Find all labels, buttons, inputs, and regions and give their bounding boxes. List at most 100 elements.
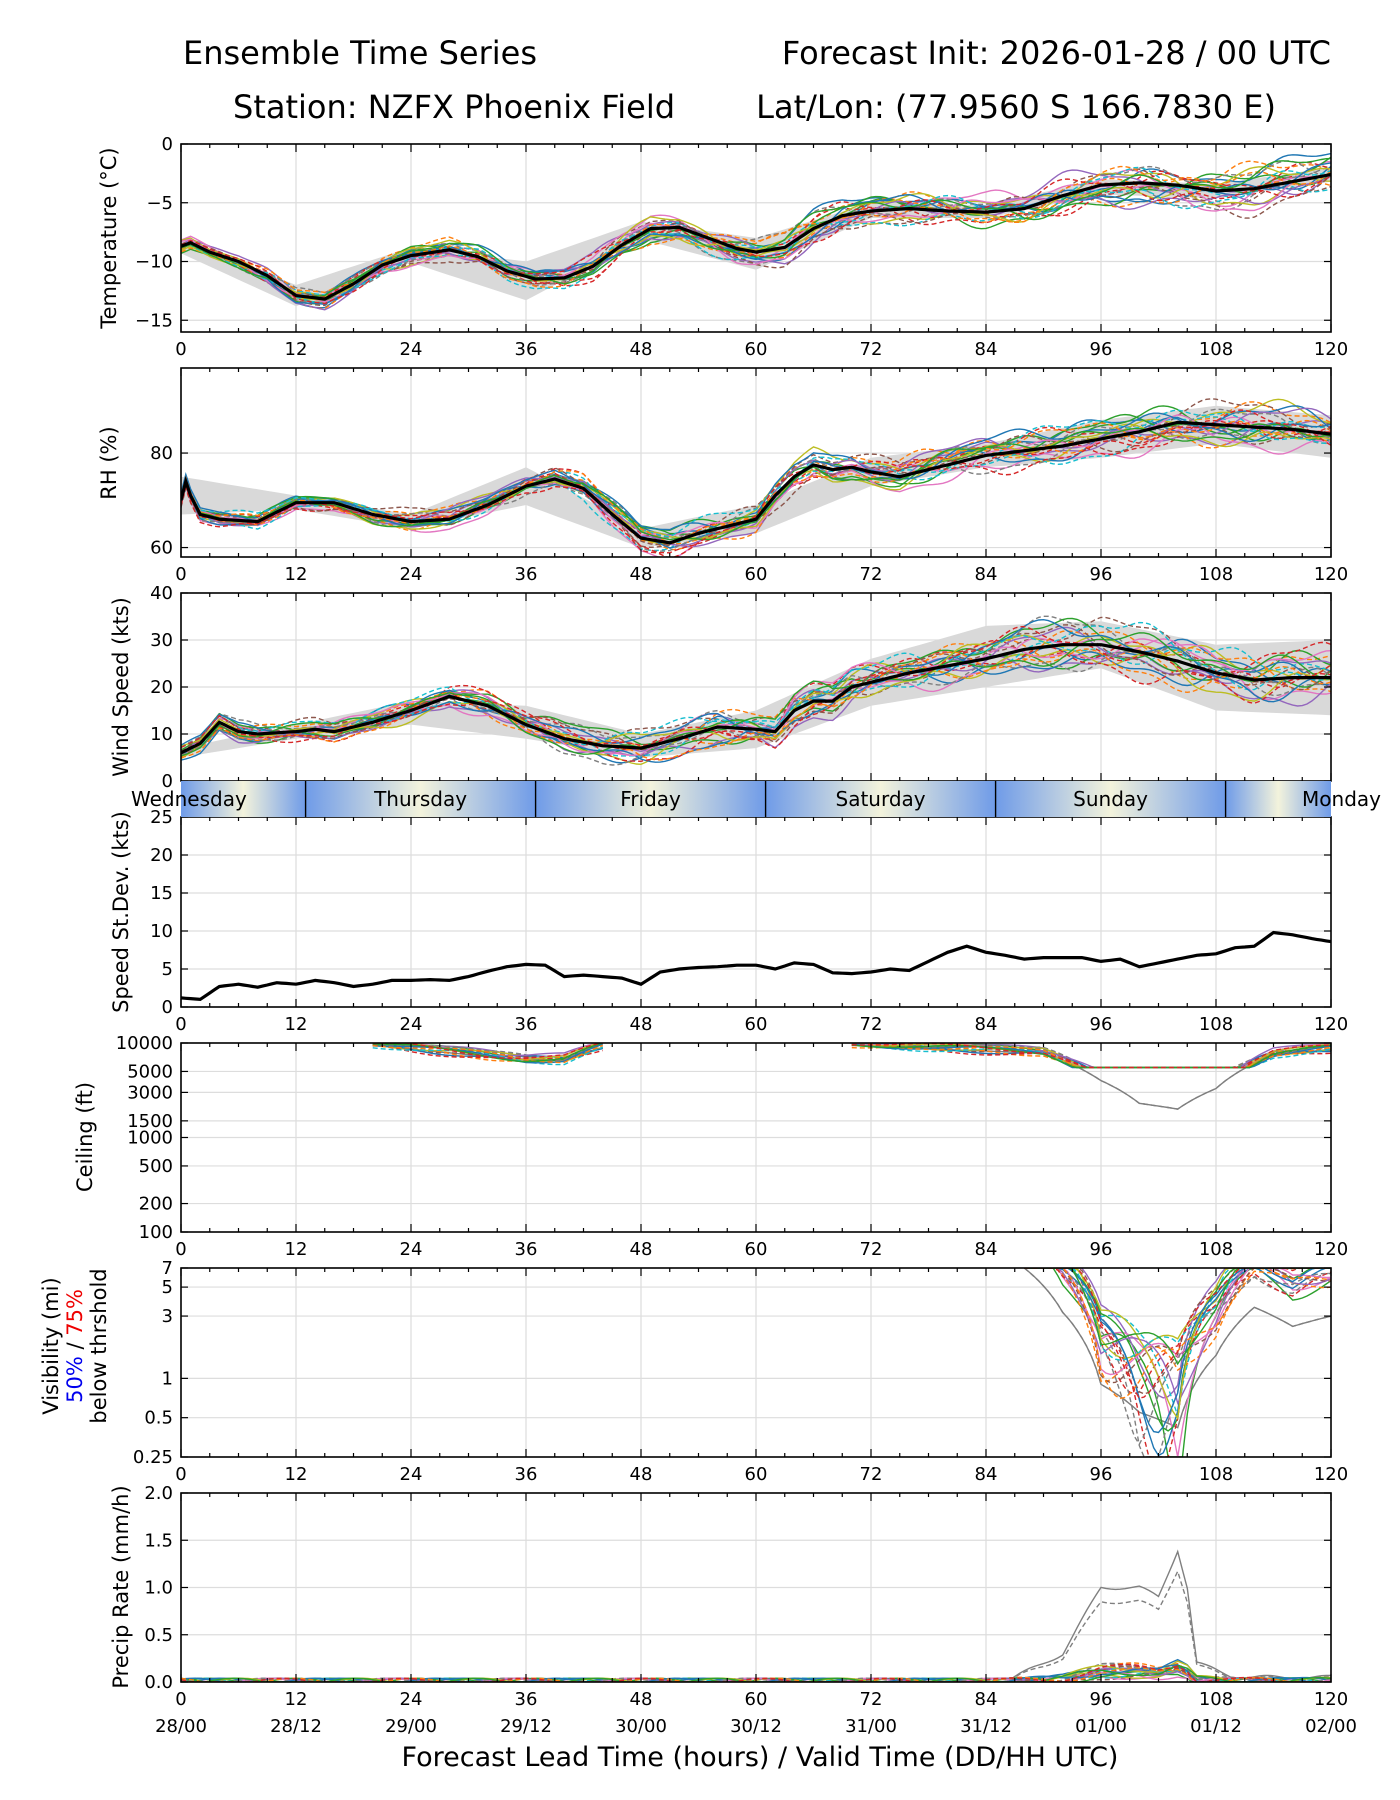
panel-visibility: 0 12 24 36 48 60 72 84 96 108 120 75 3 1 0.5 0.25 — [133, 1258, 1348, 1485]
latlon-label: Lat/Lon: (77.9560 S 166.7830 E) — [756, 88, 1276, 126]
x-tick-label: 48 — [630, 1014, 653, 1035]
member-line — [181, 176, 1331, 305]
data-layer — [372, 1043, 1331, 1110]
y-tick-label: 5 — [162, 1277, 173, 1298]
x-tick-label: 60 — [745, 1014, 768, 1035]
x-tick-label: 96 — [1090, 1689, 1113, 1710]
member-line — [181, 409, 1331, 538]
y-axis-label: RH (%) — [97, 426, 121, 499]
x-tick-label: 60 — [745, 339, 768, 360]
day-label: Saturday — [836, 787, 926, 811]
y-tick-label: 5000 — [127, 1061, 173, 1082]
x-tick-label: 12 — [285, 1014, 308, 1035]
x-tick-label: 24 — [400, 1464, 423, 1485]
member-line — [1024, 1268, 1331, 1420]
member-line — [1024, 1268, 1331, 1457]
member-line — [1024, 1268, 1331, 1400]
member-line — [1023, 1268, 1331, 1429]
y-tick-label: 100 — [139, 1222, 173, 1243]
x-tick-label: 0 — [175, 1464, 186, 1485]
x-tick-label: 12 — [285, 564, 308, 585]
member-line — [181, 156, 1331, 305]
ensemble-mean-line — [181, 643, 1331, 755]
member-line — [181, 634, 1331, 747]
x-tick-label: 108 — [1199, 339, 1233, 360]
y-tick-label: 20 — [150, 845, 173, 866]
member-line — [1024, 1268, 1331, 1361]
member-line — [181, 1663, 1331, 1682]
member-line — [181, 160, 1331, 297]
x-tick-label: 36 — [515, 564, 538, 585]
station-label: Station: NZFX Phoenix Field — [233, 88, 675, 126]
member-line — [181, 1666, 1331, 1682]
y-tick-label: 30 — [150, 630, 173, 651]
y-axis-label: Ceiling (ft) — [73, 1082, 97, 1192]
valid-time-label: 29/00 — [385, 1716, 437, 1737]
y-tick-label: 0.5 — [144, 1625, 173, 1646]
data-layer — [181, 615, 1331, 766]
x-tick-label: 36 — [515, 1239, 538, 1260]
x-tick-label: 0 — [175, 1014, 186, 1035]
y-tick-label: 200 — [139, 1194, 173, 1215]
x-tick-label: 108 — [1199, 1014, 1233, 1035]
ensemble-mean-line — [181, 172, 1331, 301]
member-line — [181, 174, 1331, 303]
panel-rh: 0 12 24 36 48 60 72 84 96 108 120 60 80 RH (%) — [97, 367, 1348, 585]
day-label: Friday — [620, 787, 681, 811]
member-line — [181, 1660, 1331, 1682]
member-line — [1024, 1268, 1331, 1395]
x-tick-label: 108 — [1199, 1464, 1233, 1485]
x-tick-label: 48 — [630, 339, 653, 360]
data-layer — [181, 930, 1331, 1002]
x-tick-label: 108 — [1199, 1689, 1233, 1710]
x-tick-label: 60 — [745, 1464, 768, 1485]
x-tick-label: 24 — [400, 1689, 423, 1710]
member-line — [181, 175, 1331, 311]
x-tick-label: 108 — [1199, 564, 1233, 585]
x-tick-label: 120 — [1314, 1689, 1348, 1710]
y-axis-label: Wind Speed (kts) — [109, 597, 133, 777]
day-segment — [1225, 781, 1331, 817]
y-tick-label: 0.5 — [144, 1408, 173, 1429]
valid-time-label: 01/12 — [1190, 1716, 1242, 1737]
member-line — [1024, 1268, 1331, 1399]
member-line — [181, 398, 1331, 546]
x-tick-label: 36 — [515, 339, 538, 360]
day-label: Thursday — [373, 787, 467, 811]
y-tick-label: 80 — [150, 443, 173, 464]
valid-time-label: 30/12 — [730, 1716, 782, 1737]
panel-speed_stdev: 0 12 24 36 48 60 72 84 96 108 120 0 5 10 15 20 25 Speed S… — [109, 807, 1348, 1035]
member-line — [181, 616, 1331, 748]
x-tick-label: 72 — [860, 339, 883, 360]
x-tick-label: 72 — [860, 1689, 883, 1710]
valid-time-labels: 28/00 28/12 29/00 29/12 30/00 30/12 31/00 31/12… — [155, 1716, 1357, 1737]
y-tick-label: 500 — [139, 1156, 173, 1177]
y-tick-label: 10000 — [116, 1033, 173, 1054]
ensemble-mean-line — [181, 420, 1331, 545]
panels: 0 12 24 36 48 60 72 84 96 108 1200−5−10−15Temperat… — [73, 134, 1348, 1710]
y-tick-label: 3000 — [127, 1082, 173, 1103]
x-tick-label: 24 — [400, 1239, 423, 1260]
member-line — [1024, 1268, 1331, 1405]
x-tick-label: 24 — [400, 564, 423, 585]
day-segment — [305, 781, 536, 817]
visibility-ylabel-line3: below thrshold — [87, 1268, 111, 1423]
x-tick-label: 120 — [1314, 339, 1348, 360]
x-tick-label: 84 — [975, 1014, 998, 1035]
x-tick-label: 36 — [515, 1464, 538, 1485]
x-tick-label: 72 — [860, 1239, 883, 1260]
x-tick-label: 72 — [860, 1464, 883, 1485]
y-tick-label: −10 — [135, 252, 173, 273]
x-tick-label: 60 — [745, 564, 768, 585]
member-line — [181, 626, 1331, 754]
valid-time-label: 02/00 — [1305, 1716, 1357, 1737]
title-right: Forecast Init: 2026-01-28 / 00 UTC — [782, 34, 1331, 72]
y-tick-label: −15 — [135, 310, 173, 331]
x-tick-label: 84 — [975, 339, 998, 360]
x-tick-label: 72 — [860, 564, 883, 585]
day-bar: Wednesday Thursday Friday Saturday Sunday Mon… — [131, 781, 1381, 817]
x-tick-label: 12 — [285, 1239, 308, 1260]
x-tick-label: 48 — [630, 1689, 653, 1710]
